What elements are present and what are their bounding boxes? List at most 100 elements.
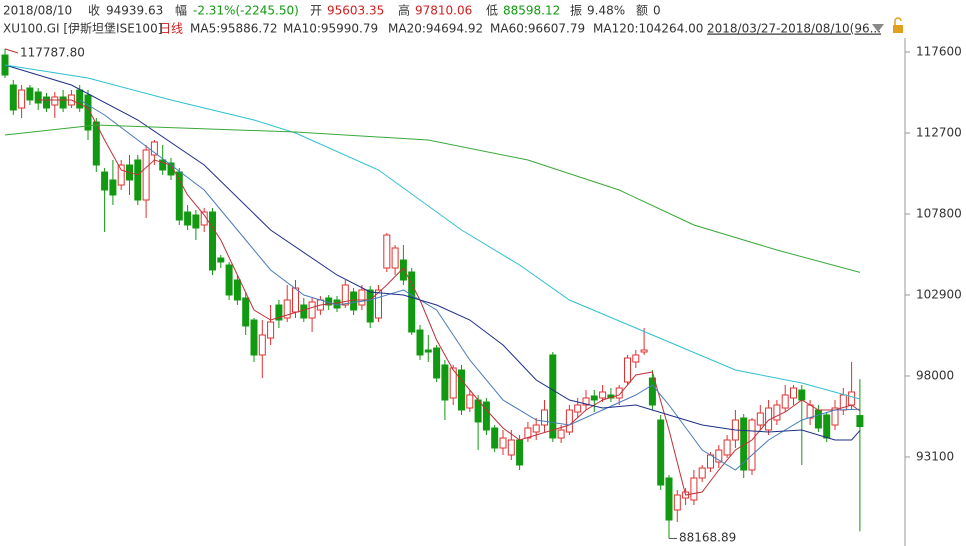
candle-body	[101, 171, 109, 191]
candle-body	[192, 214, 200, 229]
candle-body	[773, 404, 781, 421]
candle-body	[76, 89, 84, 109]
candle-body	[848, 391, 856, 406]
candle-body	[648, 377, 656, 406]
header-value: 97810.06	[415, 4, 472, 18]
header-label: 开	[310, 4, 322, 18]
candle-body	[516, 439, 524, 466]
candle-body	[209, 211, 216, 271]
candle-body	[590, 395, 598, 401]
candle-body	[582, 397, 590, 406]
y-tick-label: 112700	[916, 125, 962, 139]
legend-entry: MA20:94694.92	[388, 22, 483, 36]
candle-body	[665, 477, 673, 521]
candle-body	[541, 409, 548, 426]
candle-body	[109, 179, 117, 196]
header-value: 88598.12	[503, 4, 560, 18]
candle-body	[482, 401, 490, 431]
candle-body	[491, 427, 499, 449]
candle-body	[831, 407, 839, 426]
candle-body	[424, 349, 432, 353]
ma-line	[38, 99, 861, 496]
candle-body	[823, 414, 831, 439]
candle-body	[366, 289, 374, 323]
candle-body	[292, 287, 299, 313]
candle-body	[142, 149, 150, 201]
legend-entry: MA10:95990.79	[283, 22, 378, 36]
header-value: 9.48%	[587, 4, 625, 18]
candle-body	[723, 439, 731, 456]
candle-body	[375, 289, 382, 319]
candle-body	[416, 329, 424, 356]
candle-body	[184, 211, 192, 226]
ma-line	[4, 64, 861, 400]
candle-body	[756, 412, 764, 426]
annotation: 88168.89	[679, 531, 736, 545]
header-label: 幅	[175, 3, 187, 18]
header-label: 额	[636, 4, 648, 18]
candle-body	[275, 304, 283, 321]
candle-body	[200, 211, 208, 226]
header-label: 低	[486, 4, 498, 18]
candle-body	[715, 449, 723, 463]
candle-body	[433, 347, 441, 379]
y-tick-label: 98000	[916, 368, 954, 382]
candle-body	[856, 415, 864, 428]
header-label: 收	[88, 4, 100, 18]
candle-body	[790, 387, 797, 399]
candle-body	[673, 494, 681, 511]
candle-body	[624, 357, 631, 383]
candle-body	[283, 299, 291, 319]
candle-body	[383, 234, 391, 269]
lock-icon[interactable]	[893, 25, 903, 33]
candle-body	[92, 121, 100, 166]
ma-line	[4, 124, 861, 273]
legend-entry: MA5:95886.72	[190, 22, 278, 36]
candle-body	[806, 404, 814, 419]
candle-body	[159, 159, 167, 171]
candle-body	[350, 291, 358, 311]
candle-body	[798, 389, 806, 401]
candle-body	[233, 279, 241, 301]
header-label: 振	[570, 4, 582, 18]
dropdown-icon[interactable]	[872, 24, 884, 32]
candle-body	[549, 354, 557, 439]
candle-body	[84, 94, 92, 131]
candle-body	[466, 394, 474, 409]
lock-shackle	[894, 17, 902, 25]
candle-body	[748, 419, 756, 471]
candle-body	[449, 367, 457, 399]
candle-body	[167, 162, 175, 176]
candle-body	[59, 96, 67, 109]
candle-body	[458, 369, 465, 411]
header-value: 94939.63	[106, 4, 163, 18]
candle-body	[250, 319, 258, 356]
candle-body	[557, 429, 565, 439]
candle-body	[698, 467, 706, 479]
legend-entry: MA60:96607.79	[490, 22, 585, 36]
candle-body	[242, 297, 250, 327]
candle-body	[51, 96, 59, 106]
legend-entry: MA120:104264.00	[593, 22, 703, 36]
y-tick-label: 117600	[916, 45, 962, 59]
header-value: 0	[653, 4, 661, 18]
candle-body	[532, 424, 540, 433]
candle-body	[358, 289, 366, 306]
candle-body	[657, 419, 665, 486]
header-value: 95603.35	[327, 4, 384, 18]
candle-body	[175, 171, 183, 221]
candle-body	[640, 349, 648, 353]
candle-body	[18, 89, 26, 109]
annotation-line	[4, 48, 19, 54]
header-label: 高	[398, 3, 410, 18]
candle-body	[300, 304, 308, 319]
date-range[interactable]: 2018/03/27-2018/08/10(96...	[707, 22, 881, 36]
candle-body	[26, 87, 34, 101]
y-tick-label: 93100	[916, 449, 954, 463]
candle-body	[441, 364, 449, 401]
candle-body	[134, 159, 142, 201]
candle-body	[9, 84, 17, 111]
candle-body	[391, 247, 399, 269]
